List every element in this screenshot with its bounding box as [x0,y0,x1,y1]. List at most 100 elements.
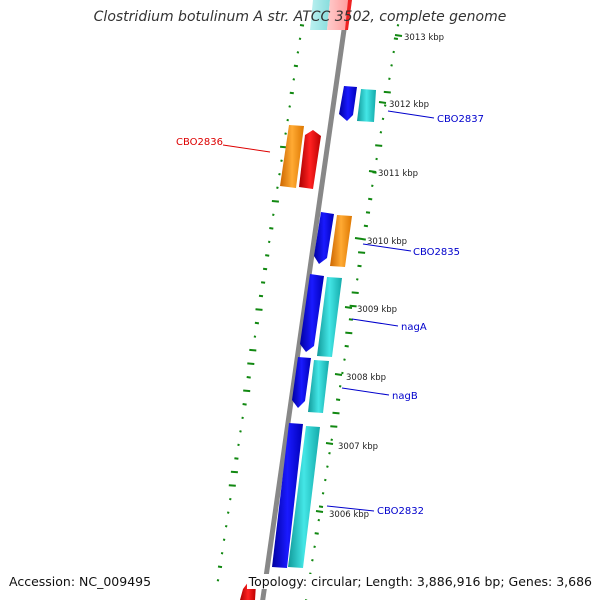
tick-3012: 3012 kbp [378,100,429,110]
tick-3010: 3010 kbp [354,237,407,247]
gc-dot [317,518,321,522]
gc-dot [280,159,283,162]
gene-name[interactable]: CBO2832 [377,506,424,517]
gc-dot [242,403,247,406]
gene-label-naga[interactable]: nagA [351,318,427,333]
tick-3011: 3011 kbp [368,169,418,179]
gc-dot [363,224,369,228]
cds-naga-blue [300,274,324,352]
gc-dot [330,438,333,442]
gc-dot [371,184,374,188]
gc-dot [396,24,400,27]
gc-dot [356,278,359,281]
cds-nagb-cyan [308,360,329,413]
gc-dot [243,389,251,393]
gc-dot [284,132,287,135]
gene-label-nagb[interactable]: nagB [341,387,418,402]
topology-text: Topology: circular; Length: 3,886,916 bp… [246,574,592,589]
gene-label-cbo2836[interactable]: CBO2836 [176,137,271,153]
gc-dot [276,186,279,189]
gc-dot [348,318,354,321]
gc-dot [258,294,264,298]
gc-dot [224,524,228,528]
gc-dot [220,551,224,555]
gc-dot [338,385,342,388]
gene-name[interactable]: nagB [392,391,418,402]
gc-dot [344,344,349,348]
gc-dot [393,37,399,40]
gc-dot [368,197,373,201]
genome-backbone [260,0,351,600]
gc-dot [298,37,302,41]
gc-dot [318,505,324,508]
cds-partial-top-red-edge [345,0,352,30]
cds-cbo2835-orange [330,215,352,267]
cds-blue-3010 [314,212,334,264]
gc-dot [271,200,279,203]
gc-dot [254,321,260,325]
gene-name[interactable]: CBO2835 [413,247,460,258]
cds-partial-top-cyan [310,0,330,30]
gc-dot [375,144,383,147]
gc-dot [328,451,331,455]
tick-label: 3007 kbp [338,442,378,452]
gene-label-cbo2832[interactable]: CBO2832 [326,505,424,517]
gene-label-cbo2837[interactable]: CBO2837 [387,110,484,125]
gc-dot [388,77,391,81]
cds-cbo2836-red [299,130,321,189]
gc-dot [296,51,300,54]
gc-dot [335,398,341,401]
tick-label: 3011 kbp [378,169,418,179]
gc-dot [260,281,266,284]
tick-3013: 3013 kbp [394,33,444,43]
tick-label: 3010 kbp [367,237,407,247]
tick-label: 3006 kbp [329,510,369,520]
cds-cbo2837-blue [339,86,357,121]
gc-dot [237,443,240,447]
gc-dot [241,416,244,420]
gc-dot [267,240,271,244]
tick-label: 3012 kbp [389,100,429,110]
gc-dot [289,91,294,95]
gc-dot [341,371,344,375]
gene-name[interactable]: CBO2836 [176,137,223,148]
gc-dot [313,545,316,549]
gc-dot [332,411,340,415]
gc-dot [349,304,357,308]
gc-dot [381,117,385,121]
gene-name[interactable]: CBO2837 [437,114,484,125]
gc-dot [262,267,268,271]
gc-dot [226,511,230,514]
gc-dot [321,492,325,495]
cds-nagb-blue [292,357,311,408]
gc-dot [383,104,387,107]
gc-dot [272,213,275,217]
gc-dot [216,579,220,582]
gc-dot [383,90,391,94]
tick-3006: 3006 kbp [315,510,369,520]
gc-dot [228,484,236,487]
gc-dot [299,24,305,27]
gc-skew-track-left [216,24,305,582]
gc-dot [249,348,257,352]
gc-dot [326,465,329,468]
gc-dot [343,358,346,361]
tick-3007: 3007 kbp [325,442,378,452]
gene-name[interactable]: nagA [401,322,427,333]
gc-dot [324,478,327,482]
gc-dot [365,211,371,214]
gc-dot [288,105,291,108]
cds-naga-cyan [317,277,342,357]
gc-dot [234,457,239,460]
gc-dot [255,308,263,311]
cds-partial-top-pink [327,0,350,30]
gene-label-cbo2835[interactable]: CBO2835 [362,243,460,258]
gc-dot [314,532,319,535]
gc-dot [247,362,255,365]
gc-dot [309,572,312,575]
gc-dot [361,238,366,241]
gc-dot [239,430,242,433]
gc-dot [379,131,383,134]
accession-text: Accession: NC_009495 [9,574,152,589]
